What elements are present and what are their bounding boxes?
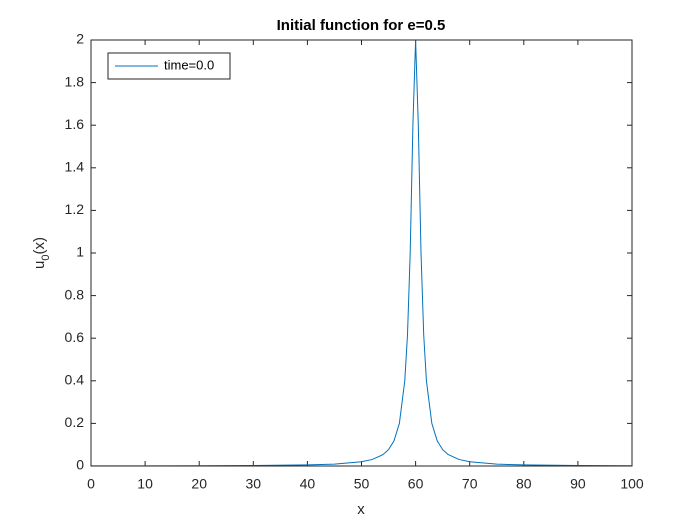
y-tick-label: 1.2: [65, 201, 85, 217]
x-tick-label: 60: [408, 476, 424, 492]
y-label-base: u: [31, 261, 48, 269]
y-axis-label: u0(x): [31, 237, 52, 269]
plot-area: [91, 40, 632, 466]
x-tick-label: 80: [516, 476, 532, 492]
x-tick-label: 20: [191, 476, 207, 492]
y-tick-label: 0.6: [65, 329, 85, 345]
y-tick-label: 2: [76, 31, 84, 47]
x-axis-label: x: [357, 501, 365, 518]
x-tick-label: 90: [570, 476, 586, 492]
y-tick-label: 0.8: [65, 286, 85, 302]
y-tick-label: 0.2: [65, 414, 85, 430]
y-tick-label: 0: [76, 457, 84, 473]
x-tick-label: 30: [246, 476, 262, 492]
chart-title: Initial function for e=0.5: [277, 17, 446, 34]
axes-box: [90, 39, 633, 467]
x-tick-label: 10: [137, 476, 153, 492]
data-line: [91, 40, 632, 466]
y-tick-label: 1.6: [65, 116, 85, 132]
x-tick-label: 40: [300, 476, 316, 492]
y-label-rest: (x): [31, 237, 48, 255]
x-tick-label: 0: [87, 476, 95, 492]
y-tick-label: 1: [76, 244, 84, 260]
y-label-sub: 0: [40, 255, 52, 261]
x-tick-label: 50: [354, 476, 370, 492]
x-tick-label: 70: [462, 476, 478, 492]
x-tick-label: 100: [620, 476, 644, 492]
y-tick-label: 1.8: [65, 73, 85, 89]
y-tick-label: 0.4: [65, 372, 85, 388]
legend-label: time=0.0: [164, 57, 214, 72]
y-tick-label: 1.4: [65, 159, 85, 175]
